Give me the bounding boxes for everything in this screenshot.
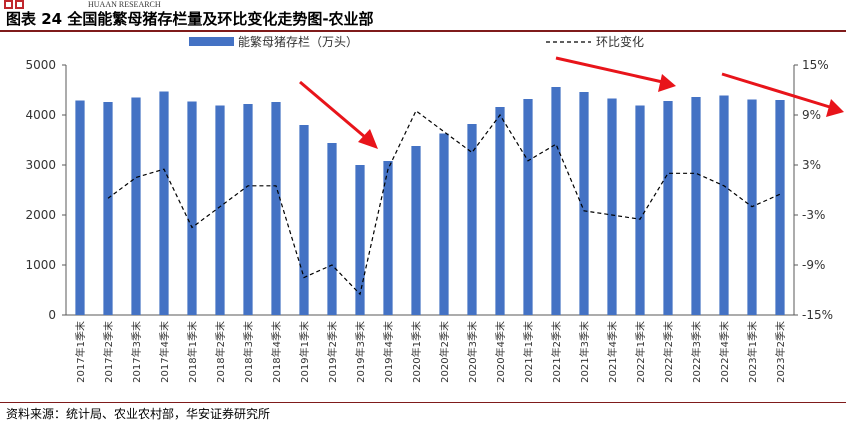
footer-rule (0, 402, 846, 403)
x-tick-label: 2017年4季末 (158, 321, 171, 383)
x-tick-label: 2020年1季末 (410, 321, 423, 383)
chart-title: 图表 24 全国能繁母猪存栏量及环比变化走势图-农业部 (6, 10, 374, 28)
x-tick-label: 2021年3季末 (578, 321, 591, 383)
huaan-logo (4, 0, 24, 9)
bar (383, 161, 393, 315)
bar (411, 146, 421, 315)
bar (635, 105, 645, 315)
bar (327, 143, 337, 315)
y-left-tick-label: 4000 (25, 108, 56, 122)
x-tick-label: 2017年2季末 (102, 321, 115, 383)
y-left-tick-label: 0 (48, 308, 56, 322)
bar (299, 125, 309, 315)
x-tick-label: 2020年4季末 (494, 321, 507, 383)
bar (439, 133, 449, 315)
y-left-tick-label: 1000 (25, 258, 56, 272)
annotation-arrows (299, 56, 844, 149)
annotation-arrow-2 (555, 56, 668, 85)
logo-text: HUAAN RESEARCH (88, 0, 161, 9)
source-note: 资料来源：统计局、农业农村部，华安证券研究所 (6, 407, 271, 421)
y-left-tick-label: 3000 (25, 158, 56, 172)
annotation-arrowhead-3 (826, 99, 844, 117)
bar (103, 102, 113, 315)
y-right-tick-label: -9% (802, 258, 825, 272)
bar (551, 87, 561, 315)
bar (607, 98, 617, 315)
bar (187, 101, 197, 315)
bar (663, 101, 673, 315)
x-tick-label: 2021年4季末 (606, 321, 619, 383)
y-right-tick-label: 9% (802, 108, 821, 122)
y-right-tick-label: 3% (802, 158, 821, 172)
x-tick-label: 2019年1季末 (298, 321, 311, 383)
x-tick-label: 2018年3季末 (242, 321, 255, 383)
x-tick-label: 2020年3季末 (466, 321, 479, 383)
bar (355, 165, 365, 315)
bar (271, 102, 281, 315)
bar (719, 95, 729, 315)
title-rule (0, 30, 846, 32)
bar (243, 104, 253, 315)
legend-line-label: 环比变化 (596, 34, 644, 49)
x-tick-label: 2021年2季末 (550, 321, 563, 383)
annotation-arrow-1 (299, 80, 373, 145)
bar (75, 100, 85, 315)
series-line-qoq-change (107, 109, 781, 296)
x-tick-label: 2019年3季末 (354, 321, 367, 383)
bar (495, 107, 505, 315)
x-tick-label: 2019年2季末 (326, 321, 339, 383)
x-tick-label: 2017年1季末 (74, 321, 87, 383)
y-left-tick-label: 5000 (25, 58, 56, 72)
x-tick-label: 2022年1季末 (634, 321, 647, 383)
annotation-arrowhead-1 (358, 129, 378, 149)
bar (523, 99, 533, 315)
x-tick-label: 2020年2季末 (438, 321, 451, 383)
x-tick-label: 2022年2季末 (662, 321, 675, 383)
annotation-arrowhead-2 (658, 74, 676, 92)
bar (215, 105, 225, 315)
legend-bar-label: 能繁母猪存栏（万头） (238, 34, 358, 49)
annotation-arrow-3 (721, 72, 834, 110)
legend-bar-swatch (189, 37, 234, 46)
bar (467, 124, 477, 315)
x-tick-label: 2018年1季末 (186, 321, 199, 383)
x-tick-label: 2023年2季末 (774, 321, 787, 383)
x-tick-label: 2022年4季末 (718, 321, 731, 383)
y-right-tick-label: 15% (802, 58, 829, 72)
y-right-tick-label: -15% (802, 308, 833, 322)
y-right-tick-label: -3% (802, 208, 825, 222)
x-tick-label: 2022年3季末 (690, 321, 703, 383)
bar (131, 97, 141, 315)
chart: 能繁母猪存栏（万头） 环比变化 0 1000 2000 3000 4000 5000 -1… (25, 34, 844, 383)
x-tick-label: 2017年3季末 (130, 321, 143, 383)
x-tick-label: 2018年2季末 (214, 321, 227, 383)
x-tick-label: 2019年4季末 (382, 321, 395, 383)
y-left-tick-label: 2000 (25, 208, 56, 222)
x-tick-label: 2018年4季末 (270, 321, 283, 383)
bar (579, 92, 589, 315)
bar (691, 97, 701, 315)
bar (775, 100, 785, 315)
x-tick-label: 2021年1季末 (522, 321, 535, 383)
legend: 能繁母猪存栏（万头） 环比变化 (189, 34, 644, 49)
x-tick-label: 2023年1季末 (746, 321, 759, 383)
bar (159, 91, 169, 315)
